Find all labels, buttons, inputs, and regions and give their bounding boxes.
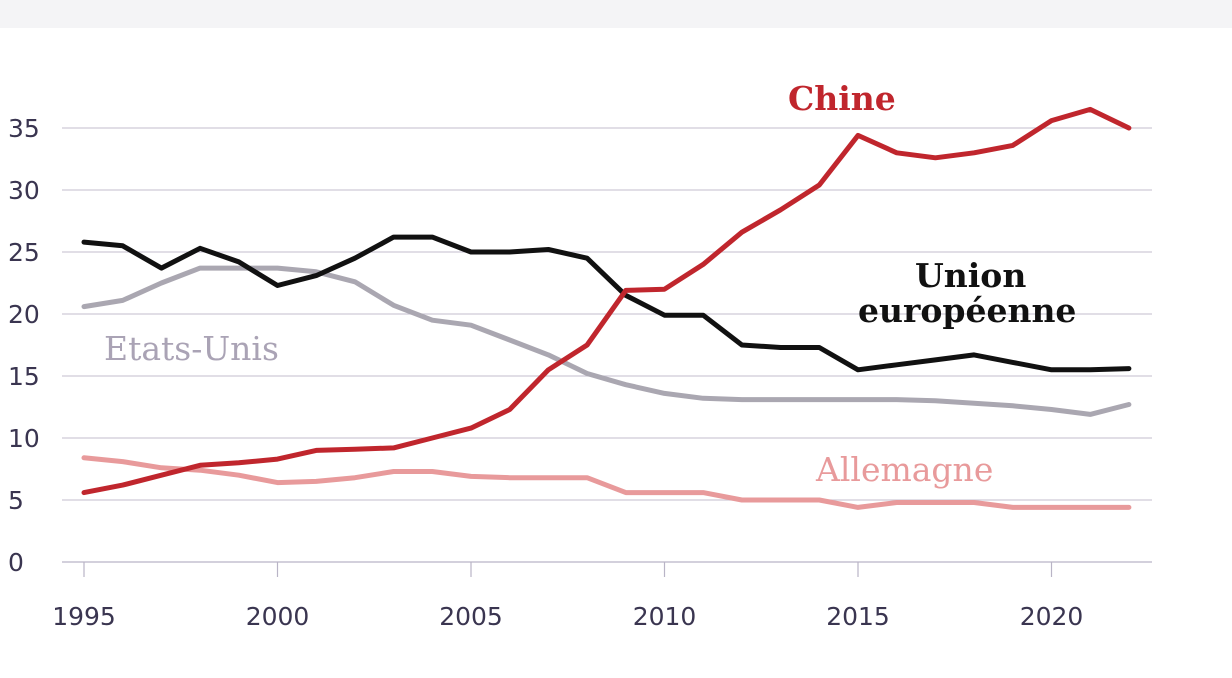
x-tick-label: 2015 [826, 602, 890, 631]
x-tick-label: 1995 [52, 602, 116, 631]
label-eu-line2: européenne [858, 291, 1076, 330]
label-allemagne: Allemagne [815, 450, 993, 489]
y-tick-label: 30 [8, 176, 40, 205]
y-tick-label: 10 [8, 424, 40, 453]
label-etats-unis: Etats-Unis [104, 329, 279, 368]
y-tick-label: 20 [8, 300, 40, 329]
x-tick-label: 2005 [439, 602, 503, 631]
x-tick-label: 2020 [1020, 602, 1084, 631]
label-eu-line1: Union [915, 256, 1026, 295]
series-line-union-europ-enne [81, 234, 1132, 373]
label-chine: Chine [788, 79, 896, 118]
y-tick-label: 25 [8, 238, 40, 267]
y-tick-label: 0 [8, 548, 24, 577]
series-line-chine [81, 106, 1132, 496]
y-tick-label: 5 [8, 486, 24, 515]
y-tick-label: 35 [8, 114, 40, 143]
x-tick-label: 2000 [246, 602, 310, 631]
series-line-allemagne [81, 455, 1132, 510]
y-tick-label: 15 [8, 362, 40, 391]
series-line-etats-unis [81, 265, 1132, 417]
x-tick-label: 2010 [633, 602, 697, 631]
